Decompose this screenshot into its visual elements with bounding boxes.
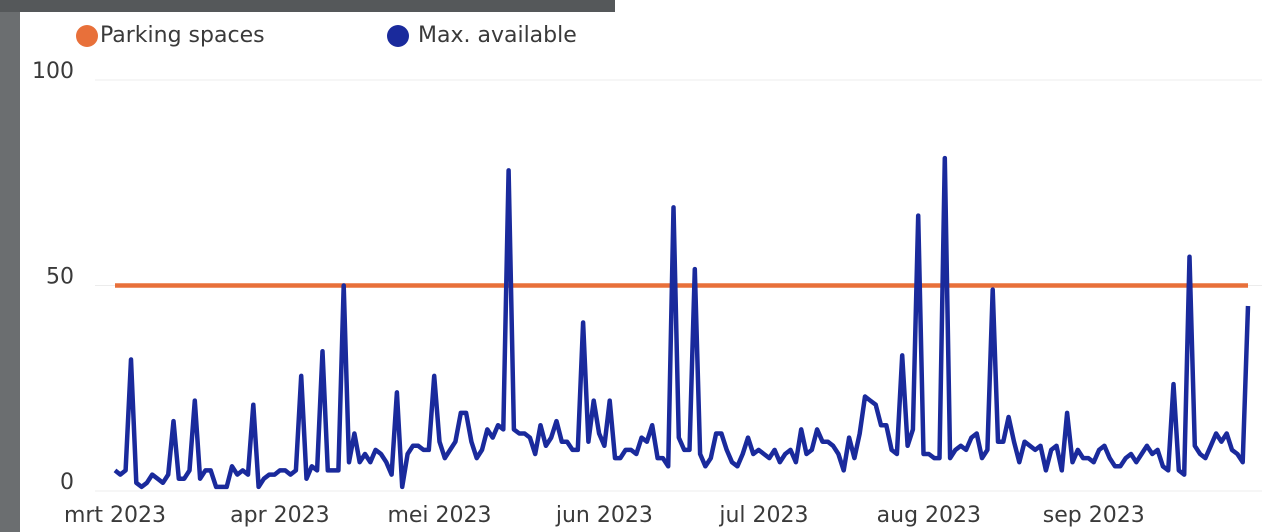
legend-marker (387, 25, 409, 47)
x-tick-label: sep 2023 (1043, 503, 1145, 528)
legend-label: Parking spaces (100, 23, 265, 48)
y-tick-label: 0 (60, 470, 74, 495)
x-tick-label: mrt 2023 (64, 503, 166, 528)
background-photo (0, 0, 615, 12)
x-tick-label: jun 2023 (555, 503, 653, 528)
page: {"chart_data": {"type": "line", "categor… (0, 0, 1276, 532)
x-tick-label: jul 2023 (718, 503, 808, 528)
legend-label: Max. available (418, 23, 577, 48)
x-tick-label: apr 2023 (230, 503, 329, 528)
x-tick-label: mei 2023 (387, 503, 491, 528)
chart: 0 50 100 mrt 2023 apr 2023 mei 2023 jun 2023 ju… (0, 0, 1276, 532)
x-tick-label: aug 2023 (877, 503, 981, 528)
legend-marker (76, 25, 98, 47)
series-line (115, 158, 1248, 487)
y-tick-label: 100 (32, 59, 74, 84)
y-tick-label: 50 (46, 265, 74, 290)
background-photo (0, 0, 20, 532)
